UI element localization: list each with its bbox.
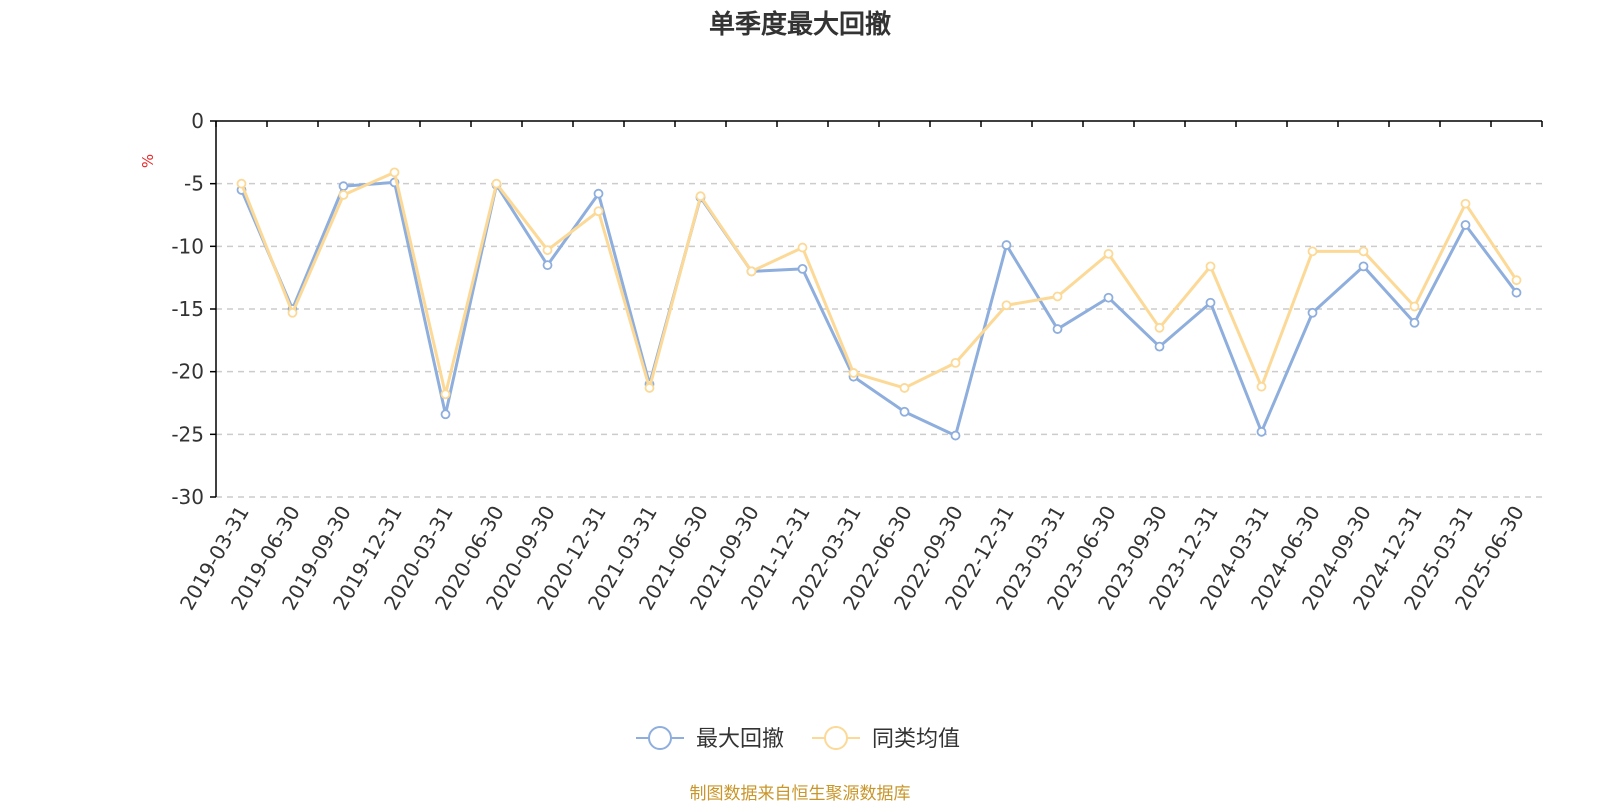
y-tick-label: -20 — [171, 360, 204, 384]
data-point[interactable] — [1256, 381, 1267, 392]
data-point[interactable] — [950, 430, 961, 441]
y-tick-label: -5 — [184, 172, 204, 196]
source-note: 制图数据来自恒生聚源数据库 — [689, 784, 911, 804]
data-point[interactable] — [695, 191, 706, 202]
data-point[interactable] — [1052, 324, 1063, 334]
data-point[interactable] — [1409, 317, 1420, 328]
data-point[interactable] — [1511, 275, 1522, 286]
data-point[interactable] — [644, 383, 655, 393]
y-tick-label: -25 — [171, 422, 204, 446]
y-tick-label: -10 — [171, 234, 204, 258]
legend-label: 同类均值 — [872, 727, 960, 752]
legend-item-0[interactable]: 最大回撤 — [636, 726, 784, 752]
data-point[interactable] — [1409, 301, 1420, 312]
data-point[interactable] — [287, 307, 298, 318]
data-point[interactable] — [593, 206, 604, 217]
data-point[interactable] — [797, 242, 808, 253]
data-point[interactable] — [1511, 287, 1522, 298]
data-point[interactable] — [848, 368, 859, 378]
data-point[interactable] — [797, 263, 808, 274]
legend-label: 最大回撤 — [696, 727, 784, 752]
data-point[interactable] — [593, 188, 604, 199]
y-axis-unit-label: % — [139, 154, 157, 168]
data-point[interactable] — [1460, 198, 1471, 209]
y-tick-label: -15 — [171, 297, 204, 321]
data-point[interactable] — [440, 389, 451, 400]
data-point[interactable] — [1358, 261, 1369, 272]
data-point[interactable] — [899, 383, 910, 393]
data-point[interactable] — [338, 181, 349, 192]
data-point[interactable] — [899, 406, 910, 417]
data-point[interactable] — [1154, 341, 1165, 352]
chart-title: 单季度最大回撤 — [708, 10, 891, 40]
data-point[interactable] — [1358, 246, 1369, 257]
data-point[interactable] — [1103, 248, 1114, 259]
data-point[interactable] — [1103, 292, 1114, 303]
data-point[interactable] — [1052, 291, 1063, 302]
y-tick-label: -30 — [171, 485, 204, 509]
legend-circle-icon — [824, 726, 848, 750]
data-point[interactable] — [1154, 322, 1165, 333]
data-point[interactable] — [1256, 426, 1267, 437]
legend[interactable]: 最大回撤 同类均值 — [636, 726, 960, 752]
data-point[interactable] — [746, 266, 757, 277]
series-line — [240, 170, 1518, 396]
data-point[interactable] — [491, 178, 502, 189]
data-point[interactable] — [542, 260, 553, 271]
data-point[interactable] — [1001, 240, 1012, 250]
data-point[interactable] — [440, 409, 451, 420]
y-tick-label: 0 — [191, 109, 204, 133]
series-line — [240, 180, 1518, 438]
data-point[interactable] — [1001, 300, 1012, 311]
data-point[interactable] — [950, 357, 961, 368]
series-1 — [236, 167, 1522, 400]
data-point[interactable] — [338, 190, 349, 200]
series-lines — [236, 167, 1522, 441]
legend-item-1[interactable]: 同类均值 — [812, 726, 960, 752]
data-point[interactable] — [1205, 261, 1216, 272]
data-point[interactable] — [389, 167, 400, 178]
data-point[interactable] — [1205, 297, 1216, 308]
grid-lines — [216, 182, 1542, 498]
legend-circle-icon — [648, 726, 672, 750]
data-point[interactable] — [542, 245, 553, 255]
data-point[interactable] — [1460, 220, 1471, 230]
data-point[interactable] — [1307, 307, 1318, 318]
data-point[interactable] — [1307, 246, 1318, 257]
data-point[interactable] — [236, 178, 247, 189]
